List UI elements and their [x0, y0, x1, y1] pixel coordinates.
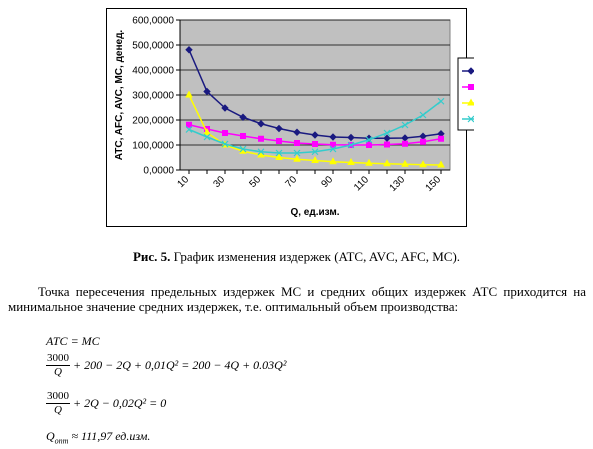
- data-point: [221, 104, 229, 112]
- legend: ATCAVCAFCMC: [457, 57, 474, 131]
- y-tick-label: 100,0000: [132, 141, 174, 152]
- data-point: [257, 150, 265, 158]
- equation-fraction: 3000 Q: [46, 390, 70, 417]
- series-mc: [185, 97, 445, 157]
- data-point: [330, 141, 336, 148]
- data-point: [186, 121, 192, 128]
- data-point: [419, 160, 427, 168]
- data-point: [276, 138, 282, 144]
- data-point: [402, 140, 408, 147]
- caption-text: График изменения издержек (ATC, AVC, AFC…: [173, 249, 461, 264]
- data-point: [293, 149, 301, 157]
- data-point: [311, 148, 319, 156]
- data-point: [329, 157, 337, 165]
- data-point: [185, 90, 193, 98]
- data-point: [384, 141, 390, 148]
- equation-optimum: Qопт ≈ 111,97 ед.изм.: [46, 429, 150, 445]
- data-point: [203, 127, 211, 135]
- y-tick-label: 400,0000: [132, 66, 174, 77]
- equation-atc-mc: ATC = MC: [46, 334, 100, 348]
- data-point: [347, 157, 355, 165]
- optimum-subscript: опт: [54, 436, 69, 446]
- data-point: [365, 158, 373, 166]
- series-atc: [185, 46, 445, 142]
- data-point: [185, 46, 193, 54]
- data-point: [294, 140, 300, 146]
- data-point: [383, 129, 391, 137]
- data-point: [239, 145, 247, 153]
- figure-caption: Рис. 5. График изменения издержек (ATC, …: [0, 249, 593, 265]
- caption-label: Рис. 5.: [132, 249, 171, 264]
- data-point: [329, 145, 337, 153]
- data-point: [257, 120, 265, 128]
- data-point: [383, 159, 391, 167]
- equation-simplified-rest: + 2Q − 0,02Q² = 0: [73, 396, 167, 410]
- data-point: [203, 133, 211, 141]
- fraction-numerator: 3000: [46, 352, 70, 366]
- optimum-value: ≈ 111,97 ед.изм.: [71, 429, 151, 443]
- data-point: [258, 135, 264, 142]
- data-point: [365, 136, 373, 144]
- data-point: [467, 115, 474, 123]
- data-point: [275, 149, 283, 157]
- y-tick-label: 200,0000: [132, 116, 174, 127]
- data-point: [347, 133, 355, 142]
- data-point: [383, 134, 391, 142]
- data-point: [437, 97, 445, 105]
- data-point: [275, 152, 283, 160]
- data-point: [203, 87, 211, 96]
- data-point: [311, 131, 319, 139]
- data-point: [467, 98, 474, 106]
- data-point: [222, 130, 228, 136]
- y-tick-label: 300,0000: [132, 91, 174, 102]
- equation-expanded-rest: + 200 − 2Q + 0,01Q² = 200 − 4Q + 0.03Q²: [73, 358, 287, 372]
- data-point: [293, 128, 301, 136]
- fraction-numerator: 3000: [46, 390, 70, 404]
- fraction-denominator: Q: [54, 366, 62, 378]
- data-point: [419, 111, 427, 119]
- data-point: [401, 159, 409, 167]
- chart-svg: 0,0000 100,0000 200,0000 300,0000 400,0000 50…: [106, 8, 474, 227]
- y-tick-label: 500,0000: [132, 41, 174, 52]
- data-point: [437, 160, 445, 168]
- cost-chart: 0,0000 100,0000 200,0000 300,0000 400,0000 50…: [106, 8, 474, 228]
- optimum-symbol: Q: [46, 429, 55, 443]
- data-point: [221, 140, 229, 148]
- series-avc: [186, 121, 444, 148]
- data-point: [420, 138, 426, 145]
- data-point: [257, 148, 265, 156]
- equation-simplified: 3000 Q + 2Q − 0,02Q² = 0: [46, 390, 166, 417]
- data-point: [329, 133, 337, 141]
- x-axis-title: Q, ед.изм.: [290, 207, 339, 218]
- y-tick-label: 0,0000: [143, 166, 174, 177]
- data-point: [312, 141, 318, 147]
- legend-box: [457, 57, 474, 131]
- equation-expanded: 3000 Q + 200 − 2Q + 0,01Q² = 200 − 4Q + …: [46, 352, 286, 379]
- data-point: [347, 141, 355, 149]
- data-point: [467, 67, 474, 75]
- y-tick-label: 600,0000: [132, 16, 174, 27]
- data-point: [240, 133, 246, 139]
- body-paragraph: Точка пересечения предельных издержек МС…: [8, 284, 586, 314]
- y-axis-title: ATC, AFC, AVC, MC, денед.: [114, 30, 125, 161]
- data-point: [438, 135, 444, 142]
- data-point: [468, 84, 474, 90]
- fraction-denominator: Q: [54, 404, 62, 416]
- data-point: [185, 126, 193, 133]
- data-point: [239, 113, 247, 121]
- data-point: [311, 155, 319, 163]
- data-point: [401, 121, 409, 129]
- data-point: [293, 154, 301, 162]
- equation-fraction: 3000 Q: [46, 352, 70, 379]
- data-point: [366, 142, 372, 148]
- data-point: [275, 124, 283, 133]
- series-afc: [185, 90, 445, 168]
